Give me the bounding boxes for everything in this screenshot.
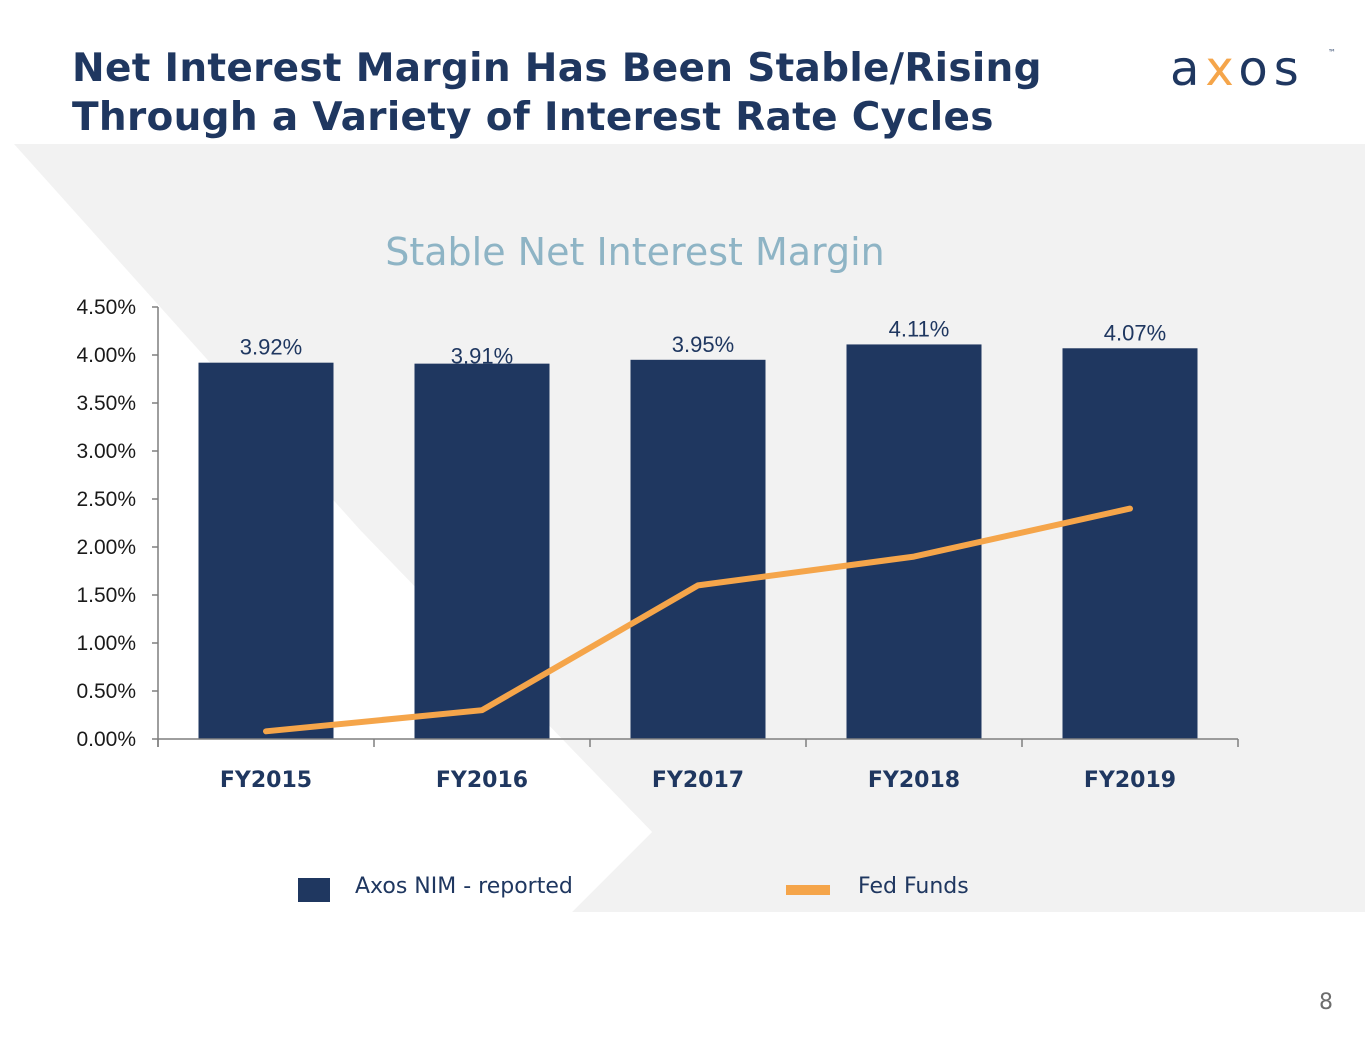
bar-fy2017	[630, 359, 766, 739]
legend-label-fed-funds: Fed Funds	[858, 874, 969, 899]
x-tick-label: FY2017	[652, 768, 744, 793]
fed-funds-point	[1129, 508, 1131, 510]
bar-value-label: 3.92%	[240, 335, 302, 360]
bar-value-label: 4.07%	[1104, 320, 1166, 345]
fed-funds-point	[265, 730, 267, 732]
y-tick-label: 0.50%	[76, 680, 136, 703]
fed-funds-point	[697, 584, 699, 586]
x-tick-label: FY2018	[868, 768, 960, 793]
logo-trademark: ™	[1328, 48, 1336, 57]
logo-letter-a: a	[1170, 41, 1206, 97]
y-tick-label: 3.50%	[76, 392, 136, 415]
legend-label-nim: Axos NIM - reported	[355, 874, 573, 899]
bar-fy2019	[1062, 348, 1198, 739]
y-tick-label: 4.00%	[76, 344, 136, 367]
y-tick-label: 1.50%	[76, 584, 136, 607]
fed-funds-point	[913, 556, 915, 558]
bar-fy2016	[414, 363, 550, 739]
bar-value-label: 3.91%	[451, 344, 513, 369]
legend-swatch-nim	[298, 878, 330, 902]
y-tick-label: 2.00%	[76, 536, 136, 559]
slide-title-line-1: Net Interest Margin Has Been Stable/Risi…	[72, 46, 1042, 91]
y-tick-label: 2.50%	[76, 488, 136, 511]
fed-funds-point	[481, 709, 483, 711]
bar-fy2018	[846, 344, 982, 739]
y-tick-label: 4.50%	[76, 296, 136, 319]
y-tick-label: 0.00%	[76, 728, 136, 751]
y-tick-label: 3.00%	[76, 440, 136, 463]
y-tick-label: 1.00%	[76, 632, 136, 655]
chart-title: Stable Net Interest Margin	[385, 230, 885, 274]
x-tick-label: FY2016	[436, 768, 528, 793]
legend-swatch-fed-funds	[786, 885, 830, 895]
axos-logo: axos ™	[1170, 44, 1340, 94]
bar-value-label: 3.95%	[672, 332, 734, 357]
slide-title: Net Interest Margin Has Been Stable/Risi…	[72, 44, 1042, 142]
logo-letters-os: os	[1238, 41, 1305, 97]
slide-title-line-2: Through a Variety of Interest Rate Cycle…	[72, 95, 994, 140]
bar-value-label: 4.11%	[889, 316, 950, 341]
page-number: 8	[1319, 990, 1333, 1015]
x-tick-label: FY2015	[220, 768, 312, 793]
x-tick-label: FY2019	[1084, 768, 1176, 793]
bar-fy2015	[198, 362, 334, 739]
logo-letter-x: x	[1205, 41, 1239, 97]
